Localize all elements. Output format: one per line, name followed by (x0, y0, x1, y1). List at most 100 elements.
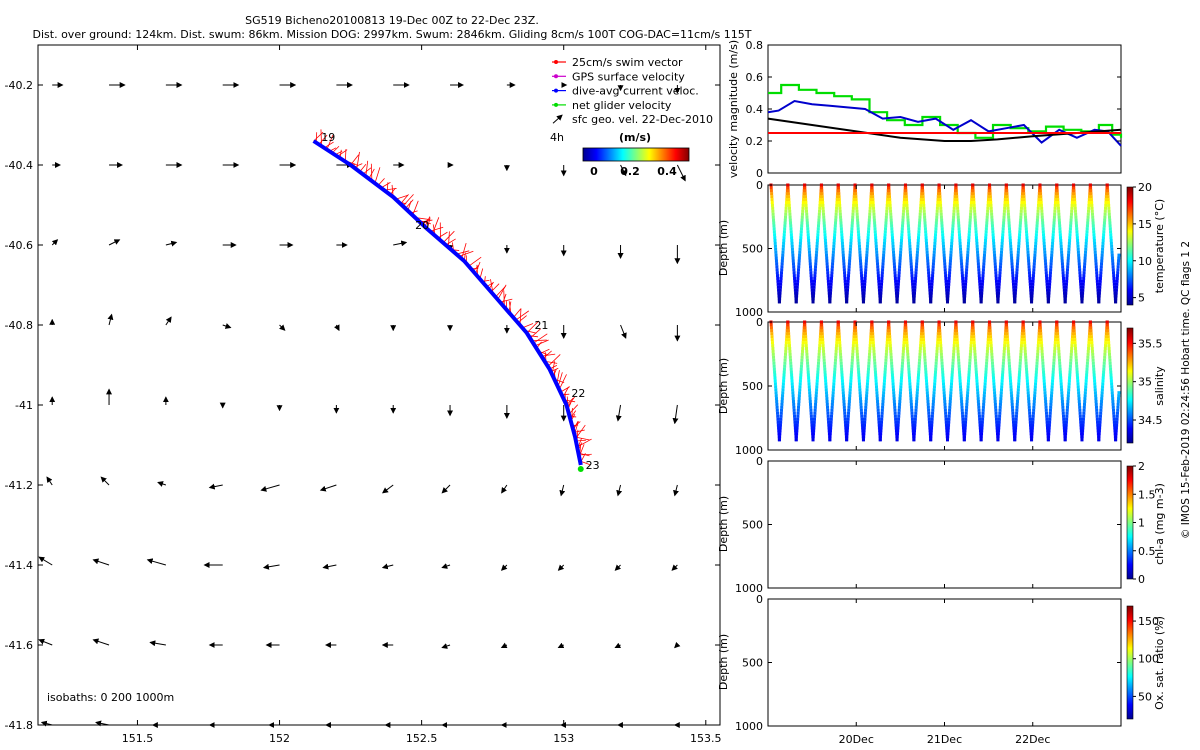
profile-point (865, 244, 869, 248)
profile-point (915, 394, 919, 398)
profile-point (823, 367, 827, 371)
profile-point (914, 411, 918, 415)
profile-point (825, 265, 829, 269)
profile-point (1102, 224, 1106, 228)
profile-point (874, 244, 878, 248)
profile-point (806, 227, 810, 231)
profile-point (918, 212, 922, 216)
swim-vector (558, 374, 567, 390)
profile-point (966, 388, 970, 392)
profile-point (1015, 399, 1019, 403)
profile-point (788, 212, 792, 216)
profile-point (1005, 332, 1009, 336)
profile-point (953, 338, 957, 342)
profile-point (989, 209, 993, 213)
profile-point (1092, 236, 1096, 240)
profile-point (898, 397, 902, 401)
profile-point (880, 279, 884, 283)
profile-point (1014, 282, 1018, 286)
profile-point (940, 361, 944, 365)
profile-point (993, 253, 997, 257)
profile-point (793, 417, 797, 421)
profile-point (1041, 224, 1045, 228)
profile-point (1008, 367, 1012, 371)
profile-point (785, 335, 789, 339)
profile-point (906, 361, 910, 365)
profile-point (1031, 414, 1035, 418)
current-vector (322, 563, 337, 570)
profile-point (1008, 233, 1012, 237)
profile-point (1085, 230, 1089, 234)
profile-point (1035, 227, 1039, 231)
profile-point (1056, 335, 1060, 339)
profile-point (773, 238, 777, 242)
profile-point (1010, 405, 1014, 409)
profile-point (864, 399, 868, 403)
profile-point (1052, 361, 1056, 365)
profile-point (942, 250, 946, 254)
profile-point (1087, 344, 1091, 348)
profile-point (1117, 391, 1121, 395)
profile-point (1007, 215, 1011, 219)
profile-point (944, 285, 948, 289)
profile-point (1100, 262, 1104, 266)
profile-point (812, 423, 816, 427)
profile-point (1003, 335, 1007, 339)
current-vector-field (38, 82, 686, 728)
profile-point (797, 405, 801, 409)
profile-point (947, 423, 951, 427)
profile-point (941, 233, 945, 237)
profile-point (891, 376, 895, 380)
profile-point (950, 241, 954, 245)
profile-point (1098, 417, 1102, 421)
profile-point (1050, 253, 1054, 257)
profile-point (843, 276, 847, 280)
profile-point (1089, 192, 1093, 196)
profile-point (975, 244, 979, 248)
legend-label: sfc geo. vel. 22-Dec-2010 (572, 113, 713, 126)
profile-point (908, 241, 912, 245)
profile-point (1082, 268, 1086, 272)
profile-point (782, 238, 786, 242)
profile-point (914, 271, 918, 275)
profile-point (1068, 364, 1072, 368)
profile-point (780, 408, 784, 412)
profile-point (880, 420, 884, 424)
profile-point (960, 265, 964, 269)
profile-point (1082, 414, 1086, 418)
profile-point (938, 198, 942, 202)
profile-point (769, 326, 773, 330)
profile-point (868, 206, 872, 210)
profile-point (1036, 352, 1040, 356)
profile-point (997, 417, 1001, 421)
profile-point (876, 268, 880, 272)
profile-point (805, 212, 809, 216)
profile-point (1048, 276, 1052, 280)
profile-point (959, 394, 963, 398)
day-label: 19 (321, 131, 335, 144)
profile-point (861, 294, 865, 298)
profile-point (885, 201, 889, 205)
profile-point (973, 355, 977, 359)
profile-point (1023, 352, 1027, 356)
profile-point (858, 385, 862, 389)
profile-point (843, 408, 847, 412)
current-vector (671, 564, 678, 571)
profile-point (850, 358, 854, 362)
profile-point (942, 253, 946, 257)
profile-point (805, 346, 809, 350)
profile-point (790, 385, 794, 389)
profile-point (810, 429, 814, 433)
profile-point (877, 414, 881, 418)
profile-point (1064, 420, 1068, 424)
profile-point (947, 274, 951, 278)
profile-point (1112, 282, 1116, 286)
profile-point (968, 224, 972, 228)
profile-point (787, 335, 791, 339)
profile-point (776, 282, 780, 286)
profile-point (1046, 438, 1050, 442)
profile-point (977, 414, 981, 418)
profile-point (893, 265, 897, 269)
profile-point (1008, 370, 1012, 374)
profile-point (1089, 332, 1093, 336)
